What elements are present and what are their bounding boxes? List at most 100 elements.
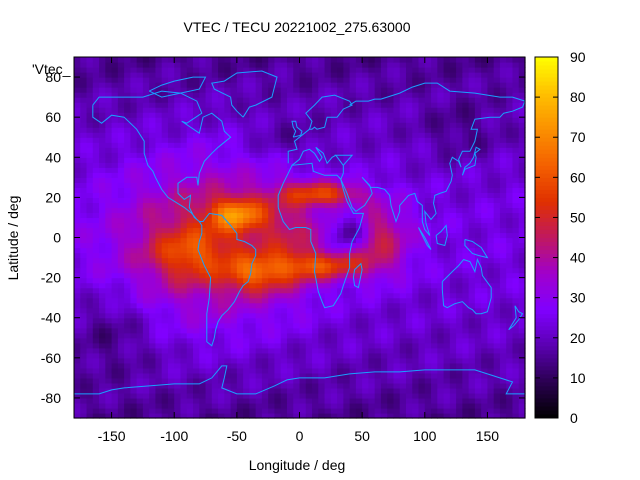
heatmap-cell <box>456 247 463 254</box>
heatmap-cell <box>293 407 301 414</box>
heatmap-cell <box>330 387 338 394</box>
heatmap-cell <box>380 72 388 78</box>
heatmap-cell <box>243 307 250 314</box>
heatmap-cell <box>205 257 213 264</box>
heatmap-cell <box>368 192 376 198</box>
heatmap-cell <box>468 72 476 78</box>
heatmap-cell <box>261 192 269 198</box>
heatmap-cell <box>337 377 344 384</box>
heatmap-cell <box>324 97 332 103</box>
heatmap-cell <box>180 142 188 148</box>
heatmap-cell <box>343 322 351 329</box>
heatmap-cell <box>318 127 326 133</box>
heatmap-cell <box>355 252 363 259</box>
heatmap-cell <box>387 222 395 229</box>
heatmap-cell <box>142 242 150 249</box>
heatmap-cell <box>393 112 401 118</box>
heatmap-cell <box>142 122 150 128</box>
heatmap-cell <box>74 267 81 274</box>
heatmap-cell <box>437 387 445 394</box>
heatmap-cell <box>224 172 232 178</box>
heatmap-cell <box>155 397 163 404</box>
heatmap-cell <box>462 312 470 319</box>
heatmap-cell <box>280 327 288 334</box>
heatmap-cell <box>437 142 445 148</box>
heatmap-cell <box>305 177 313 183</box>
heatmap-cell <box>92 282 100 289</box>
heatmap-cell <box>293 382 301 389</box>
heatmap-cell <box>243 82 250 88</box>
heatmap-cell <box>380 292 388 299</box>
heatmap-cell <box>437 87 445 93</box>
heatmap-cell <box>174 392 182 399</box>
heatmap-cell <box>412 387 420 394</box>
heatmap-cell <box>230 87 238 93</box>
heatmap-cell <box>174 152 182 158</box>
heatmap-cell <box>117 147 125 153</box>
heatmap-cell <box>255 257 263 264</box>
heatmap-cell <box>161 297 169 304</box>
heatmap-cell <box>236 332 244 339</box>
heatmap-cell <box>92 102 100 108</box>
heatmap-cell <box>343 367 351 374</box>
heatmap-cell <box>449 167 457 173</box>
heatmap-cell <box>324 227 332 234</box>
heatmap-cell <box>305 77 313 83</box>
heatmap-cell <box>186 247 194 254</box>
heatmap-cell <box>324 112 332 118</box>
heatmap-cell <box>512 302 520 309</box>
heatmap-cell <box>149 362 157 369</box>
heatmap-cell <box>161 247 169 254</box>
heatmap-cell <box>368 87 376 93</box>
heatmap-cell <box>99 87 106 93</box>
heatmap-cell <box>299 367 307 374</box>
heatmap-cell <box>249 107 257 113</box>
heatmap-cell <box>374 147 382 153</box>
heatmap-cell <box>180 292 188 299</box>
heatmap-cell <box>218 382 225 389</box>
heatmap-cell <box>380 82 388 88</box>
heatmap-cell <box>74 242 81 249</box>
heatmap-cell <box>180 147 188 153</box>
heatmap-cell <box>155 337 163 344</box>
heatmap-cell <box>286 142 294 148</box>
heatmap-cell <box>92 227 100 234</box>
heatmap-cell <box>312 362 319 369</box>
heatmap-cell <box>167 167 175 173</box>
heatmap-cell <box>449 82 457 88</box>
heatmap-cell <box>268 242 276 249</box>
heatmap-cell <box>493 207 501 214</box>
heatmap-cell <box>487 412 495 419</box>
heatmap-cell <box>380 297 388 304</box>
heatmap-cell <box>92 252 100 259</box>
heatmap-cell <box>136 312 144 319</box>
heatmap-cell <box>468 387 476 394</box>
heatmap-cell <box>474 322 482 329</box>
heatmap-cell <box>193 172 200 178</box>
heatmap-cell <box>74 397 81 404</box>
heatmap-cell <box>487 172 495 178</box>
heatmap-cell <box>355 382 363 389</box>
heatmap-cell <box>180 262 188 269</box>
heatmap-cell <box>330 102 338 108</box>
heatmap-cell <box>487 407 495 414</box>
heatmap-cell <box>130 182 138 188</box>
heatmap-cell <box>487 372 495 379</box>
heatmap-cell <box>355 302 363 309</box>
heatmap-cell <box>92 207 100 214</box>
heatmap-cell <box>193 287 200 294</box>
heatmap-cell <box>293 402 301 409</box>
heatmap-cell <box>80 247 88 254</box>
heatmap-cell <box>493 122 501 128</box>
heatmap-cell <box>261 112 269 118</box>
heatmap-cell <box>499 342 507 349</box>
heatmap-cell <box>74 327 81 334</box>
heatmap-cell <box>186 292 194 299</box>
heatmap-cell <box>80 232 88 239</box>
heatmap-cell <box>261 142 269 148</box>
heatmap-cell <box>205 402 213 409</box>
heatmap-cell <box>368 207 376 214</box>
heatmap-cell <box>80 212 88 219</box>
heatmap-cell <box>80 337 88 344</box>
heatmap-cell <box>330 237 338 244</box>
